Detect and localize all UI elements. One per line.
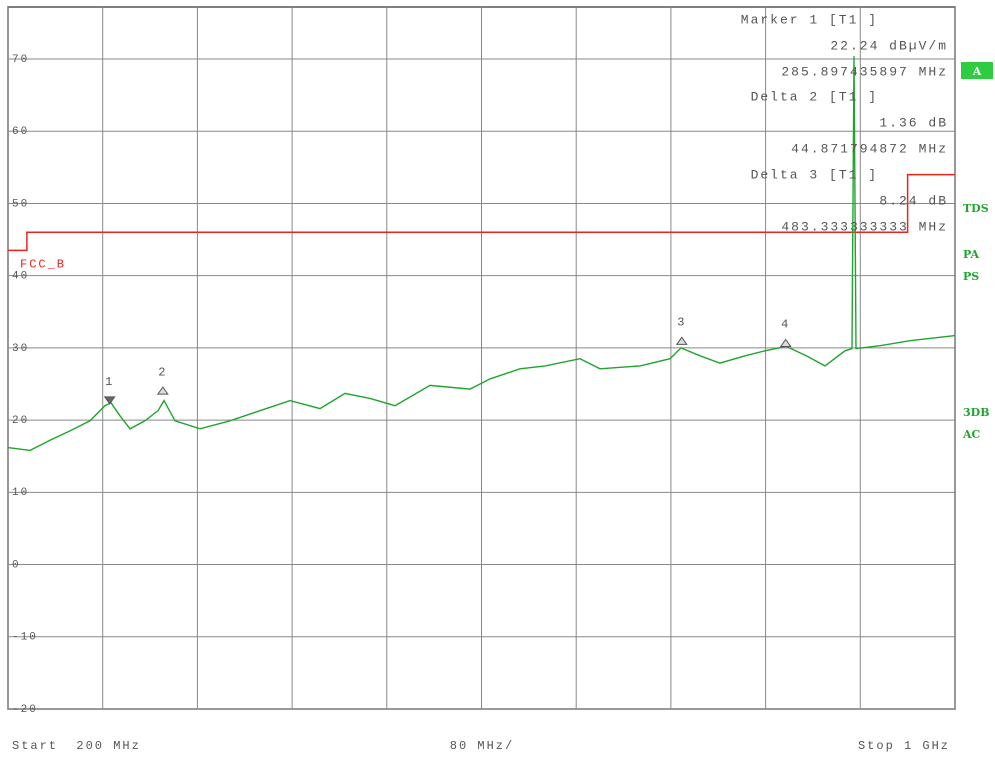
- y-tick-label: -10: [12, 632, 38, 644]
- limit-line-label: FCC_B: [20, 258, 66, 272]
- y-tick-label: 10: [12, 487, 29, 499]
- y-tick-label: 40: [12, 271, 29, 283]
- side-label: PS: [963, 270, 979, 283]
- y-tick-label: 20: [12, 415, 29, 427]
- trace: [8, 173, 955, 252]
- trace: [7, 56, 956, 452]
- marker-info: 483.333333333 MHz: [781, 219, 948, 234]
- marker-label: 4: [781, 318, 790, 332]
- marker-info: Delta 2 [T1 ]: [751, 89, 878, 104]
- marker: [675, 336, 688, 345]
- side-label: TDS: [963, 202, 989, 215]
- marker-label: 2: [158, 365, 167, 379]
- side-box: [961, 62, 993, 79]
- side-label: 3DB: [963, 406, 990, 419]
- marker-info: Delta 3 [T1 ]: [751, 167, 878, 182]
- marker-label: 3: [677, 316, 686, 330]
- y-tick-label: 70: [12, 54, 29, 66]
- marker-info: 44.871794872 MHz: [791, 141, 948, 156]
- start-label: Start 200 MHz: [12, 739, 141, 753]
- marker-label: 1: [105, 375, 114, 389]
- side-label: PA: [963, 248, 979, 261]
- y-tick-label: 50: [12, 198, 29, 210]
- marker: [103, 396, 116, 405]
- y-tick-label: -20: [12, 704, 38, 716]
- marker: [156, 386, 169, 395]
- marker-info: Marker 1 [T1 ]: [741, 12, 878, 27]
- marker-info: 1.36 dB: [879, 115, 948, 130]
- span-label: 80 MHz/: [450, 739, 514, 753]
- marker-info: 8.24 dB: [879, 193, 948, 208]
- stop-label: Stop 1 GHz: [858, 739, 950, 753]
- side-label: AC: [962, 428, 981, 441]
- y-tick-label: 0: [12, 559, 21, 571]
- marker: [779, 338, 792, 347]
- side-label: A: [972, 65, 982, 78]
- y-tick-label: 30: [12, 343, 29, 355]
- marker-info: 285.897435897 MHz: [781, 64, 948, 79]
- y-tick-label: 60: [12, 126, 29, 138]
- marker-info: 22.24 dBµV/m: [830, 38, 948, 53]
